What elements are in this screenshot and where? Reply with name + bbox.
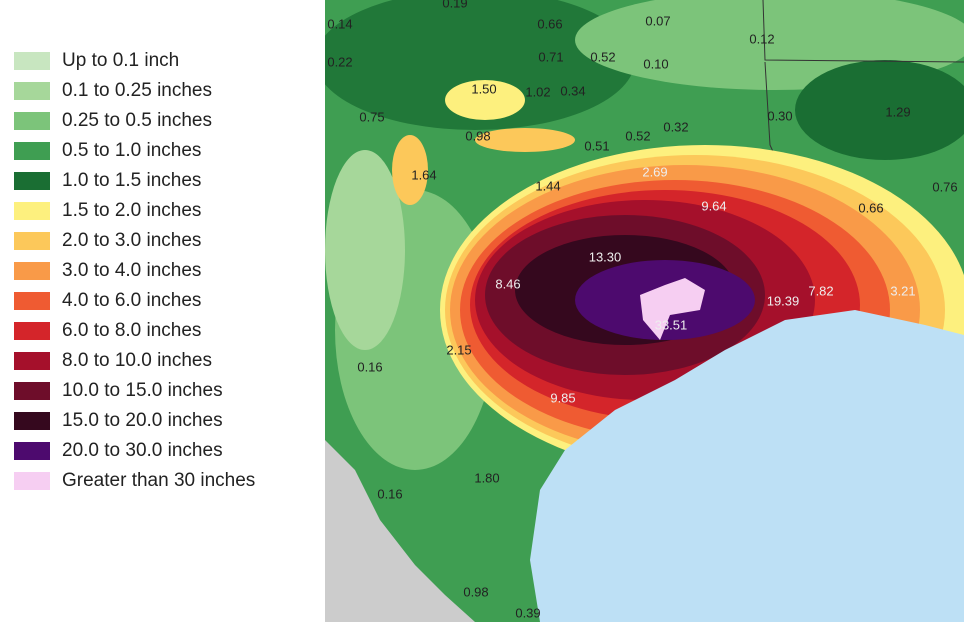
legend-swatch	[14, 112, 50, 130]
legend-swatch	[14, 352, 50, 370]
rainfall-value: 0.52	[590, 49, 615, 64]
rainfall-value: 0.34	[560, 83, 585, 98]
rainfall-value: 7.82	[808, 283, 833, 298]
rainfall-value: 0.22	[327, 54, 352, 69]
rainfall-value: 1.80	[474, 470, 499, 485]
rainfall-value: 0.98	[465, 128, 490, 143]
legend-label: Up to 0.1 inch	[62, 50, 180, 71]
legend-label: 6.0 to 8.0 inches	[62, 320, 202, 341]
legend-item: 2.0 to 3.0 inches	[14, 229, 201, 253]
legend-item: 6.0 to 8.0 inches	[14, 319, 201, 343]
legend-label: 1.0 to 1.5 inches	[62, 170, 202, 191]
legend-item: 1.0 to 1.5 inches	[14, 169, 201, 193]
rainfall-value: 0.14	[327, 16, 352, 31]
legend-swatch	[14, 472, 50, 490]
legend-item: 4.0 to 6.0 inches	[14, 289, 201, 313]
legend-label: 0.1 to 0.25 inches	[62, 80, 212, 101]
rainfall-value: 0.32	[663, 119, 688, 134]
rainfall-value: 0.12	[749, 31, 774, 46]
rainfall-value: 9.85	[550, 390, 575, 405]
legend-label: Greater than 30 inches	[62, 470, 256, 491]
rainfall-value: 0.10	[643, 56, 668, 71]
rainfall-value: 13.30	[589, 249, 622, 264]
legend-swatch	[14, 232, 50, 250]
legend-item: 1.5 to 2.0 inches	[14, 199, 201, 223]
rainfall-value: 0.39	[515, 605, 540, 620]
legend-swatch	[14, 142, 50, 160]
legend-label: 0.5 to 1.0 inches	[62, 140, 202, 161]
legend-swatch	[14, 262, 50, 280]
rainfall-value: 2.69	[642, 164, 667, 179]
legend-swatch	[14, 172, 50, 190]
rainfall-value: 3.21	[890, 283, 915, 298]
rainfall-value: 1.02	[525, 84, 550, 99]
legend-label: 2.0 to 3.0 inches	[62, 230, 202, 251]
legend-item: 15.0 to 20.0 inches	[14, 409, 223, 433]
rainfall-value: 0.66	[858, 200, 883, 215]
legend-label: 10.0 to 15.0 inches	[62, 380, 223, 401]
rainfall-value: 0.75	[359, 109, 384, 124]
legend-swatch	[14, 52, 50, 70]
legend-label: 3.0 to 4.0 inches	[62, 260, 202, 281]
rainfall-value: 19.39	[767, 293, 800, 308]
legend-label: 4.0 to 6.0 inches	[62, 290, 202, 311]
legend-label: 15.0 to 20.0 inches	[62, 410, 223, 431]
rainfall-value: 9.64	[701, 198, 726, 213]
legend: Up to 0.1 inch 0.1 to 0.25 inches 0.25 to …	[0, 0, 325, 622]
legend-item: 0.5 to 1.0 inches	[14, 139, 201, 163]
rainfall-value: 0.66	[537, 16, 562, 31]
rainfall-map: 0.14 0.19 0.66 0.07 0.12 0.22 0.71 0.52 0.10 1.50…	[325, 0, 964, 622]
rainfall-value: 0.51	[584, 138, 609, 153]
rainfall-value: 1.29	[885, 104, 910, 119]
legend-item: 0.25 to 0.5 inches	[14, 109, 212, 133]
legend-item: 0.1 to 0.25 inches	[14, 79, 212, 103]
legend-swatch	[14, 292, 50, 310]
rainfall-value: 33.51	[655, 317, 688, 332]
rainfall-value: 8.46	[495, 276, 520, 291]
legend-swatch	[14, 382, 50, 400]
legend-item: 8.0 to 10.0 inches	[14, 349, 212, 373]
legend-item: 20.0 to 30.0 inches	[14, 439, 223, 463]
legend-item: Greater than 30 inches	[14, 469, 255, 493]
rainfall-value: 0.16	[357, 359, 382, 374]
rainfall-value: 2.15	[446, 342, 471, 357]
legend-item: 10.0 to 15.0 inches	[14, 379, 223, 403]
rainfall-value: 0.98	[463, 584, 488, 599]
legend-label: 0.25 to 0.5 inches	[62, 110, 212, 131]
legend-swatch	[14, 412, 50, 430]
rainfall-value: 1.50	[471, 81, 496, 96]
legend-label: 8.0 to 10.0 inches	[62, 350, 212, 371]
rainfall-value: 0.19	[442, 0, 467, 10]
legend-swatch	[14, 202, 50, 220]
legend-label: 1.5 to 2.0 inches	[62, 200, 202, 221]
rainfall-value: 0.52	[625, 128, 650, 143]
legend-item: 3.0 to 4.0 inches	[14, 259, 201, 283]
legend-swatch	[14, 82, 50, 100]
rainfall-value: 1.64	[411, 167, 436, 182]
rainfall-value: 1.44	[535, 178, 560, 193]
legend-swatch	[14, 322, 50, 340]
rainfall-value: 0.16	[377, 486, 402, 501]
rainfall-value: 0.71	[538, 49, 563, 64]
rainfall-value: 0.76	[932, 179, 957, 194]
legend-item: Up to 0.1 inch	[14, 49, 179, 73]
legend-swatch	[14, 442, 50, 460]
rainfall-value: 0.30	[767, 108, 792, 123]
legend-label: 20.0 to 30.0 inches	[62, 440, 223, 461]
rainfall-value: 0.07	[645, 13, 670, 28]
